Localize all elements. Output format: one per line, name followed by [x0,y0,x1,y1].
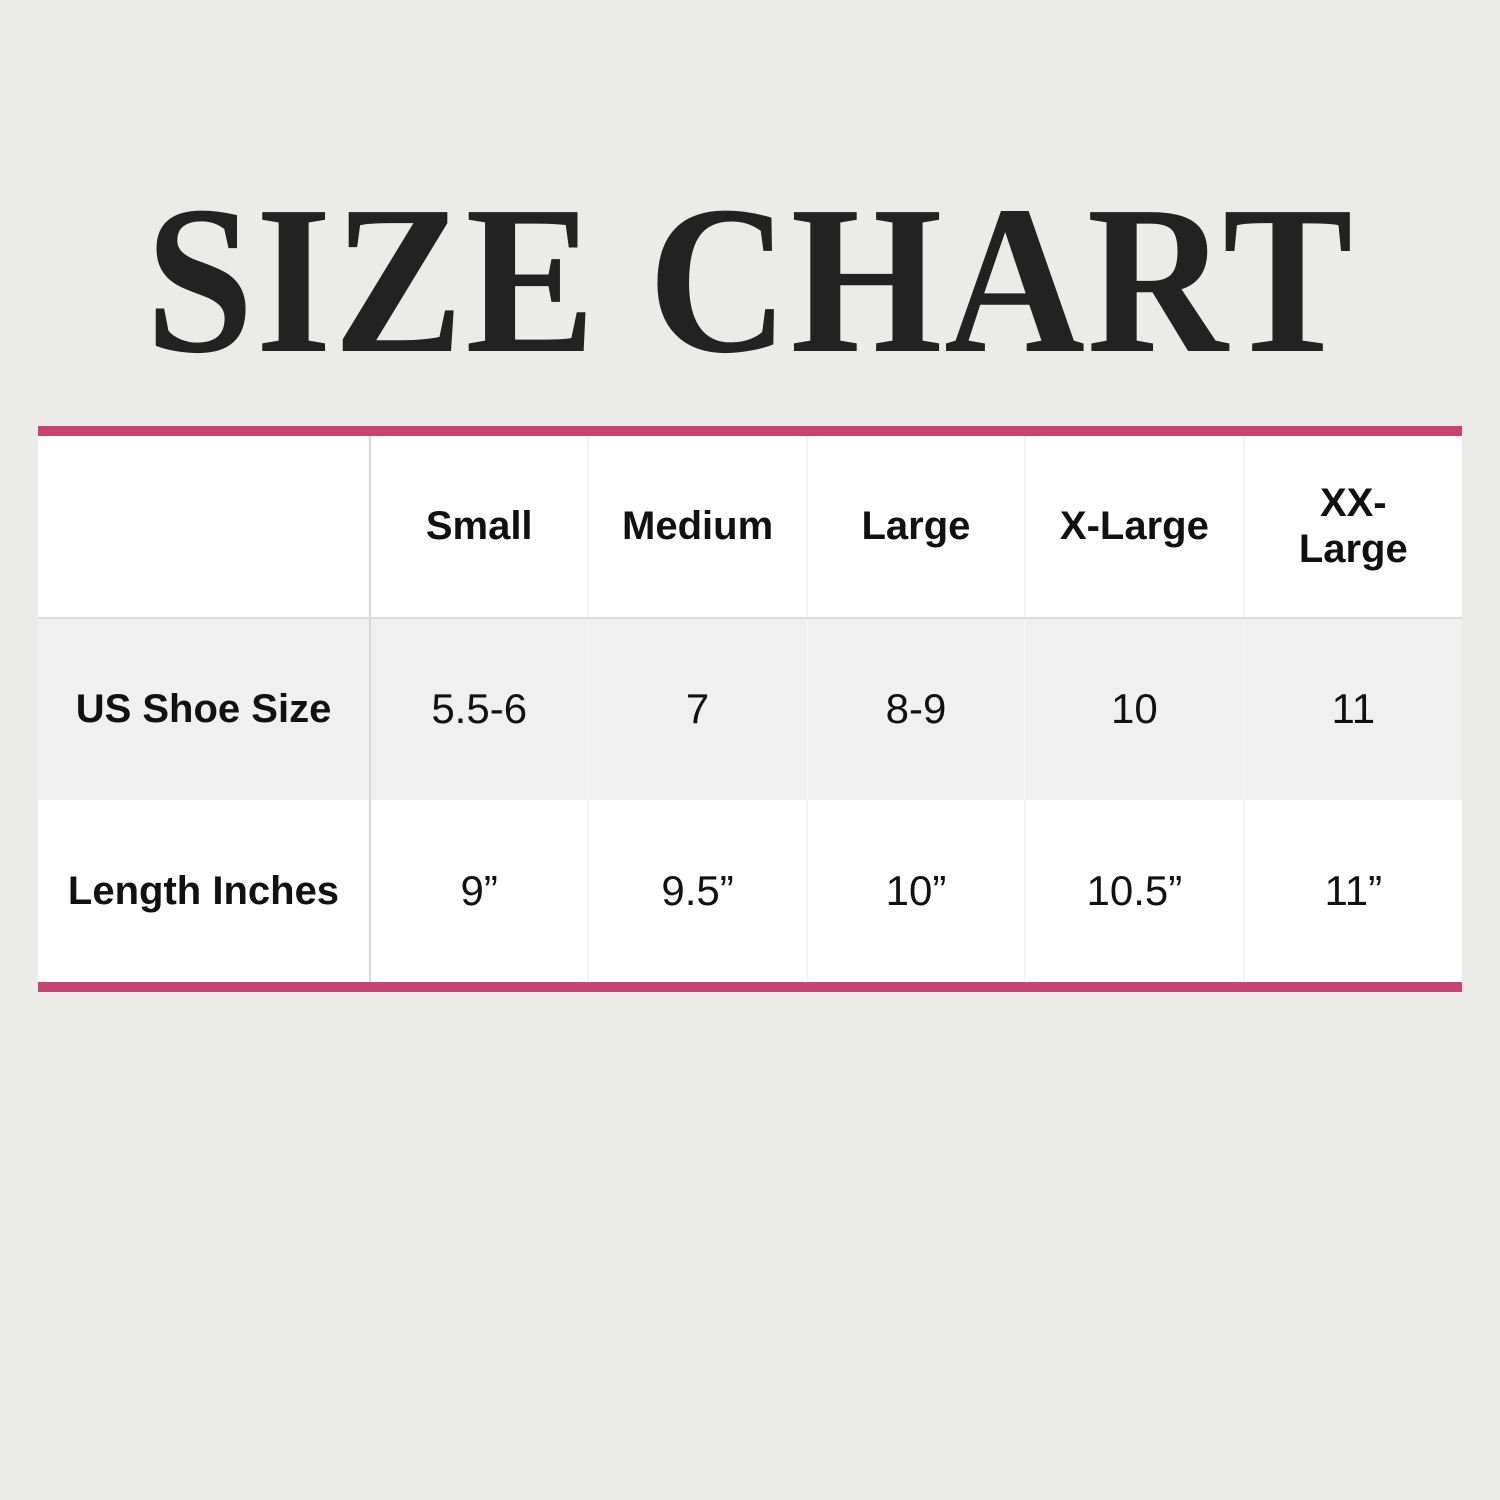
row-label: US Shoe Size [38,617,371,801]
top-accent-bar [38,426,1462,436]
table-cell: 10 [1024,617,1244,801]
row-label: Length Inches [38,800,371,982]
table-cell: 5.5-6 [368,617,589,801]
table-cell: 7 [587,617,807,801]
bottom-accent-bar [38,982,1462,992]
header-cell-large: Large [805,436,1026,619]
table-row: Length Inches 9” 9.5” 10” 10.5” 11” [38,800,1462,982]
header-cell-medium: Medium [587,436,807,619]
table-cell: 10.5” [1024,800,1244,982]
table-cell: 9.5” [587,800,807,982]
table-cell: 9” [368,800,589,982]
page-title: SIZE CHART [145,162,1355,397]
table-cell: 10” [805,800,1026,982]
table-cell: 8-9 [805,617,1026,801]
table-cell: 11” [1242,800,1462,982]
header-cell-x-large: X-Large [1024,436,1244,619]
header-label-xx-large: XX-Large [1298,481,1408,572]
header-row: Small Medium Large X-Large XX-Large [38,436,1462,619]
table-cell: 11 [1242,617,1462,801]
size-table: Small Medium Large X-Large XX-Large US S… [38,426,1462,992]
header-cell-empty [38,436,371,619]
table-row: US Shoe Size 5.5-6 7 8-9 10 11 [38,617,1462,801]
header-cell-small: Small [368,436,589,619]
header-cell-xx-large: XX-Large [1242,436,1462,619]
